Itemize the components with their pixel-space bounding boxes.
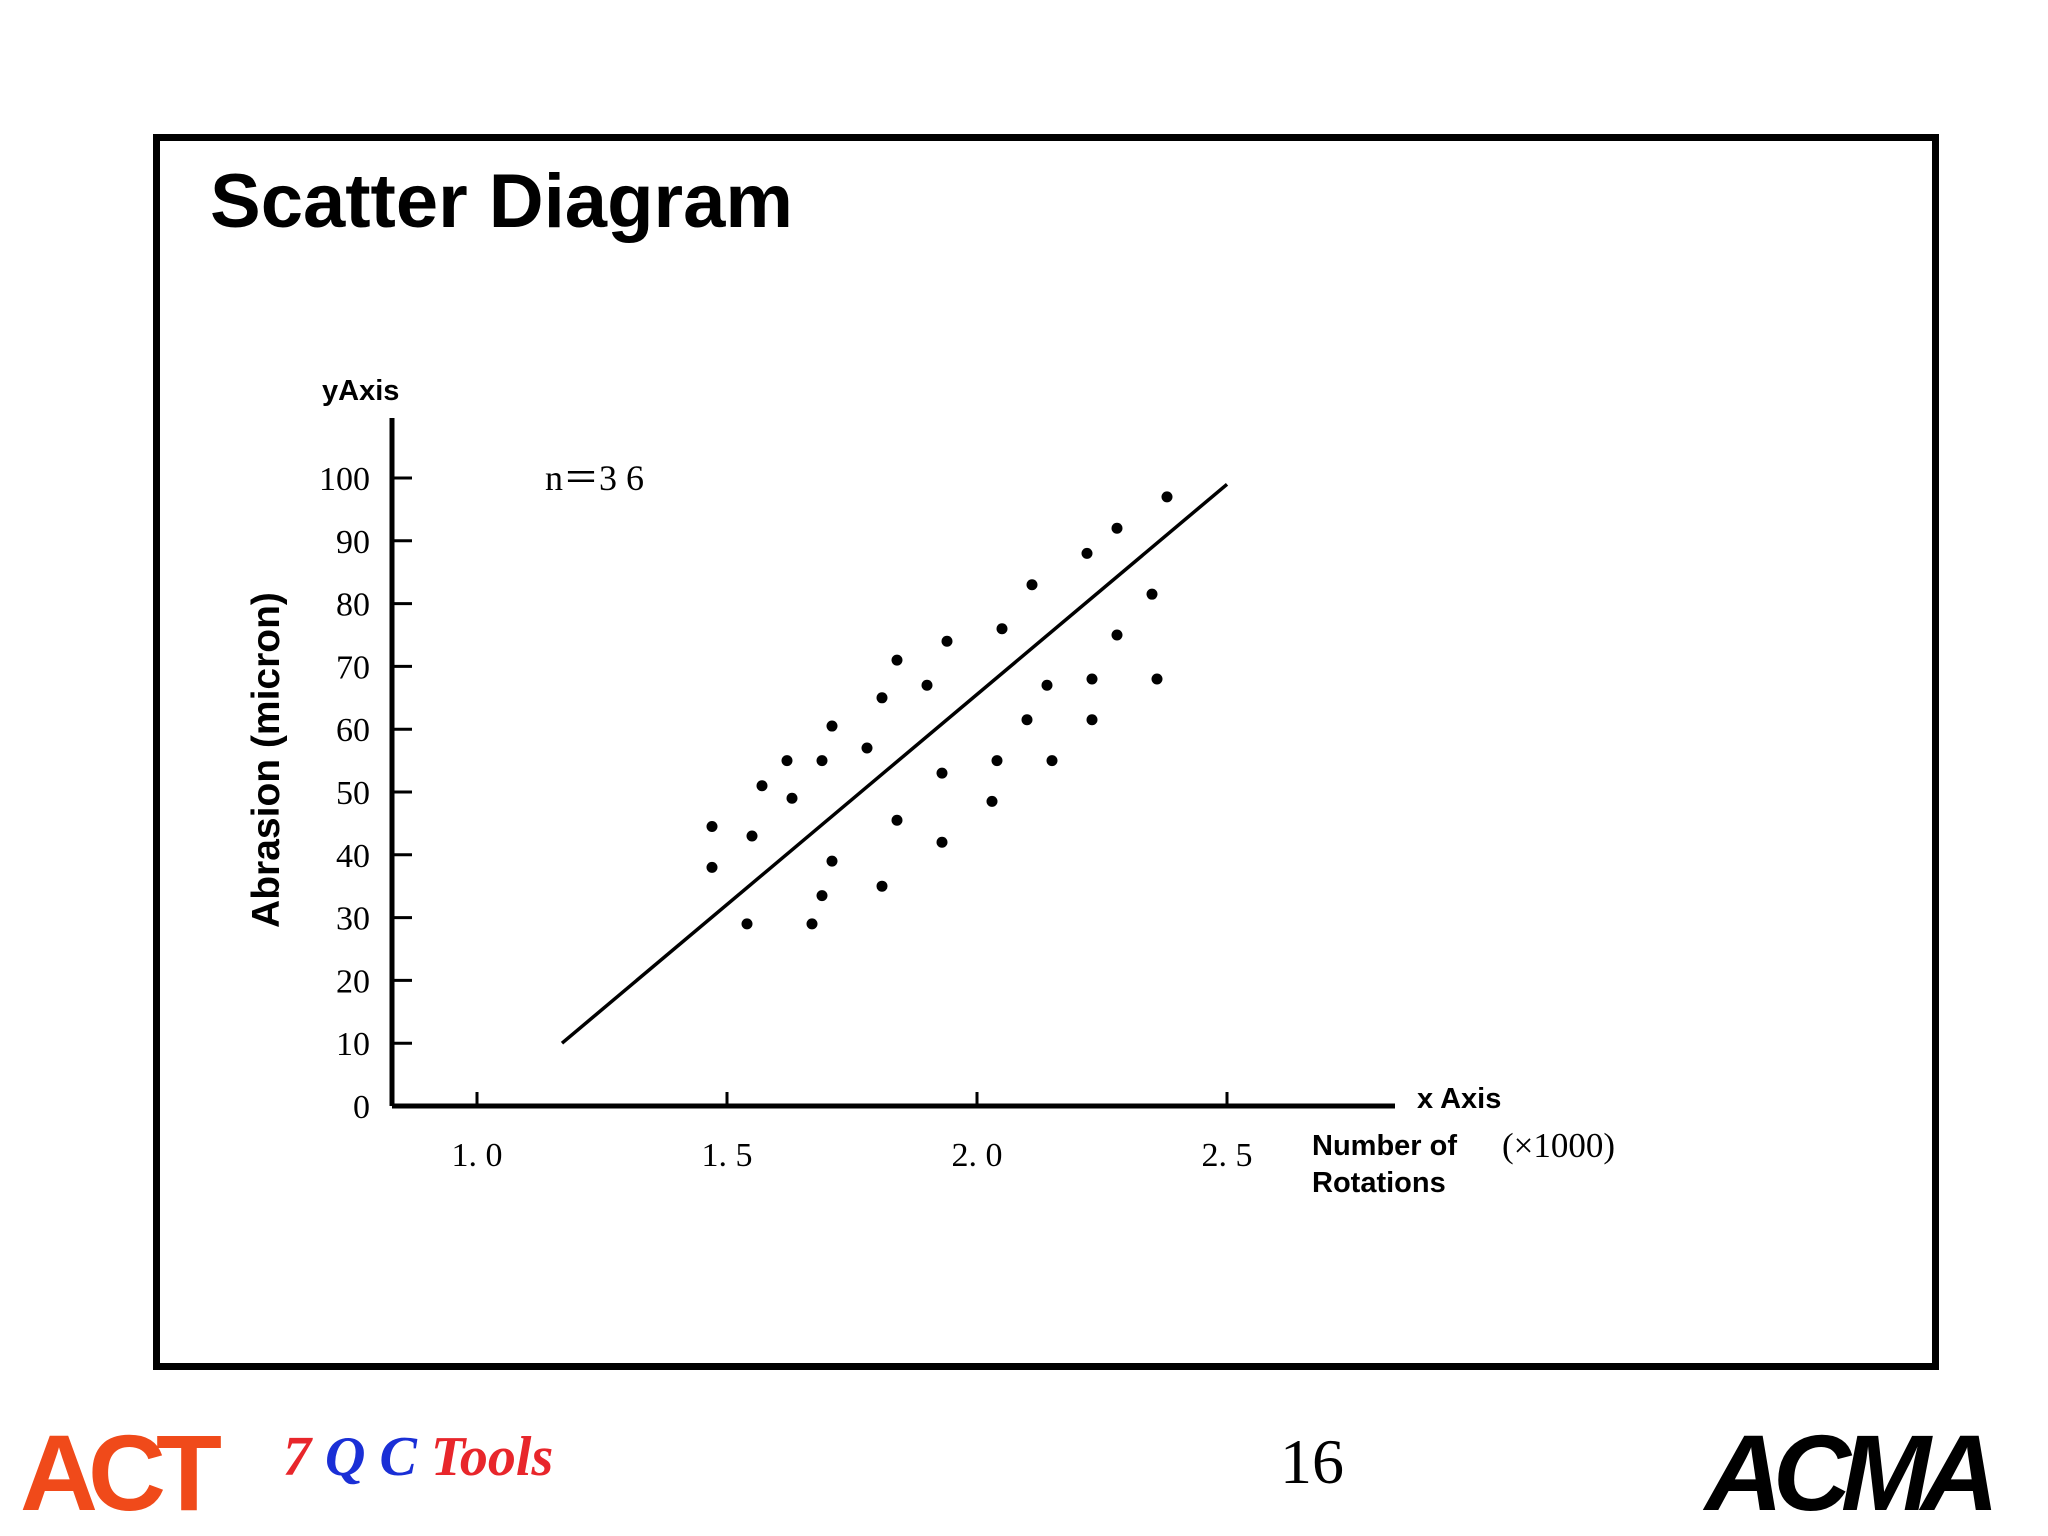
footer-tools-part1: 7 <box>283 1426 311 1488</box>
y-tick-label: 90 <box>336 524 370 561</box>
slide-frame <box>153 134 1939 1370</box>
data-point <box>706 861 718 873</box>
data-point <box>1151 673 1163 685</box>
x-tick-label: 2. 5 <box>1202 1137 1253 1174</box>
data-point <box>921 679 933 691</box>
x-tick-label: 1. 0 <box>452 1137 503 1174</box>
y-tick-label: 100 <box>319 461 370 498</box>
data-point <box>936 767 948 779</box>
x-tick-label: 1. 5 <box>702 1137 753 1174</box>
data-point <box>1111 629 1123 641</box>
data-point <box>756 780 768 792</box>
data-point <box>876 692 888 704</box>
data-point <box>941 635 953 647</box>
data-point <box>986 795 998 807</box>
act-logo: ACT <box>20 1412 222 1533</box>
data-point <box>1161 491 1173 503</box>
data-point <box>781 755 793 767</box>
y-axis-name: yAxis <box>322 375 399 407</box>
data-point <box>786 792 798 804</box>
x-label-line2: Rotations <box>1312 1167 1446 1199</box>
y-tick-label: 80 <box>336 587 370 624</box>
data-point <box>1041 679 1053 691</box>
data-point <box>806 918 818 930</box>
y-tick-label: 20 <box>336 963 370 1000</box>
data-point <box>826 720 838 732</box>
y-ticks: 0 10 20 30 40 50 60 70 80 90 100 <box>319 461 412 1126</box>
page-number: 16 <box>1280 1426 1344 1497</box>
data-point <box>1026 579 1038 591</box>
data-point <box>1111 522 1123 534</box>
x-label-line1: Number of <box>1312 1130 1457 1162</box>
data-point <box>1146 588 1158 600</box>
data-point <box>991 755 1003 767</box>
y-tick-label: 40 <box>336 838 370 875</box>
data-point <box>1021 714 1033 726</box>
y-tick-label: 60 <box>336 712 370 749</box>
x-ticks: 1. 0 1. 5 2. 0 2. 5 <box>452 1092 1253 1174</box>
y-axis-label: Abrasion (micron) <box>245 592 288 928</box>
data-point <box>741 918 753 930</box>
x-axis-name: x Axis <box>1417 1083 1501 1115</box>
slide-title: Scatter Diagram <box>210 159 793 244</box>
acma-logo: ACMA <box>1705 1412 1999 1533</box>
data-point <box>891 814 903 826</box>
data-point <box>876 880 888 892</box>
y-tick-label: 30 <box>336 901 370 938</box>
data-point <box>1081 547 1093 559</box>
chart-axes <box>389 418 1395 1109</box>
footer-tools-part4: Tools <box>430 1426 554 1488</box>
trend-line <box>560 482 1229 1045</box>
data-point <box>861 742 873 754</box>
x-tick-label: 2. 0 <box>952 1137 1003 1174</box>
data-point <box>891 654 903 666</box>
data-point <box>826 855 838 867</box>
data-point <box>746 830 758 842</box>
scatter-points <box>706 491 1173 930</box>
n-annotation: n＝3 6 <box>545 458 644 498</box>
footer-tools-text: 7 Q C Tools <box>283 1425 553 1489</box>
data-point <box>816 755 828 767</box>
y-tick-label: 10 <box>336 1026 370 1063</box>
data-point <box>936 836 948 848</box>
data-point <box>706 821 718 833</box>
data-point <box>816 890 828 902</box>
trend-line-group <box>560 482 1229 1045</box>
y-tick-label: 0 <box>353 1089 370 1126</box>
y-tick-label: 70 <box>336 649 370 686</box>
x-unit-label: (×1000) <box>1502 1126 1615 1165</box>
data-point <box>1086 714 1098 726</box>
data-point <box>1046 755 1058 767</box>
footer-tools-part3: C <box>379 1426 417 1488</box>
data-point <box>1086 673 1098 685</box>
y-tick-label: 50 <box>336 775 370 812</box>
footer-tools-part2: Q <box>325 1426 366 1488</box>
data-point <box>996 623 1008 635</box>
